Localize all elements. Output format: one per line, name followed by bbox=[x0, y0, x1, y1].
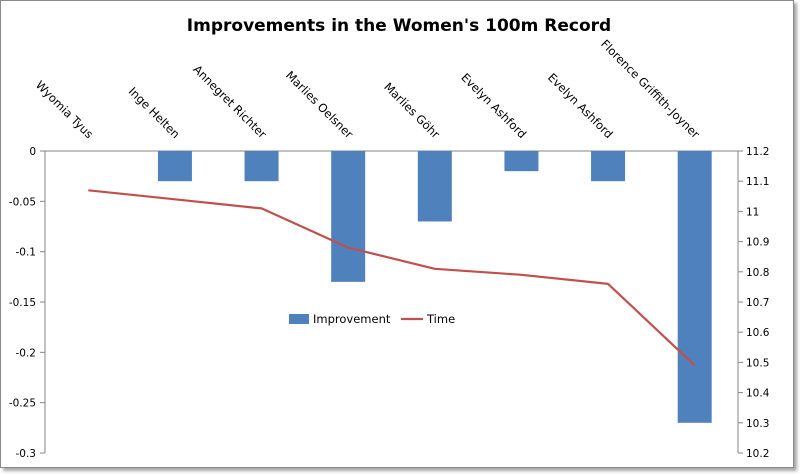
legend-improvement-swatch bbox=[289, 314, 309, 324]
right-axis-tick-label: 10.9 bbox=[746, 237, 769, 249]
category-label: Wyomia Tyus bbox=[33, 78, 96, 141]
improvement-bar bbox=[157, 151, 192, 182]
left-axis-tick-label: -0.2 bbox=[16, 347, 37, 359]
improvement-bar bbox=[591, 151, 626, 182]
right-axis-tick-label: 11.1 bbox=[746, 176, 769, 188]
category-label: Marlies Oelsner bbox=[283, 68, 356, 141]
category-label: Florence Griffith-Joyner bbox=[598, 37, 703, 142]
category-label: Evelyn Ashford bbox=[545, 70, 616, 141]
right-axis-tick-label: 10.5 bbox=[746, 357, 769, 369]
left-axis-tick-label: 0 bbox=[29, 146, 36, 158]
time-series-line bbox=[88, 189, 696, 367]
left-axis-tick-label: -0.15 bbox=[9, 297, 36, 309]
legend-time-label: Time bbox=[426, 312, 455, 326]
right-axis-tick-label: 10.7 bbox=[746, 297, 769, 309]
category-label: Evelyn Ashford bbox=[458, 70, 529, 141]
improvement-bar bbox=[331, 151, 366, 282]
improvement-bar bbox=[417, 151, 452, 222]
left-axis-tick-label: -0.25 bbox=[9, 398, 36, 410]
category-label: Marlies Göhr bbox=[381, 80, 443, 142]
legend-improvement-label: Improvement bbox=[313, 312, 391, 326]
plot-area: 0 -0.05 -0.1 -0.15 -0.2 -0.25 -0.3 11.2 11.1 11 10… bbox=[9, 37, 770, 460]
left-axis-tick-label: -0.3 bbox=[16, 448, 37, 460]
right-axis-tick-label: 11.2 bbox=[746, 146, 769, 158]
right-axis-tick-label: 10.4 bbox=[746, 388, 770, 400]
right-axis-tick-label: 10.6 bbox=[746, 327, 770, 339]
category-label: Annegret Richter bbox=[190, 62, 269, 141]
right-axis-tick-label: 10.2 bbox=[746, 448, 769, 460]
left-axis-tick-label: -0.05 bbox=[9, 196, 36, 208]
chart-frame: Improvements in the Women's 100m Record … bbox=[0, 0, 794, 468]
right-axis-tick-label: 10.3 bbox=[746, 418, 769, 430]
improvement-bar bbox=[244, 151, 279, 182]
chart-title: Improvements in the Women's 100m Record bbox=[187, 16, 611, 36]
left-axis-tick-label: -0.1 bbox=[16, 247, 37, 259]
improvement-bar bbox=[677, 151, 712, 423]
right-axis-tick-label: 11 bbox=[746, 206, 759, 218]
chart-svg: Improvements in the Women's 100m Record … bbox=[9, 16, 770, 460]
category-label: Inge Helten bbox=[126, 84, 183, 141]
right-axis-tick-label: 10.8 bbox=[746, 267, 769, 279]
improvement-bar bbox=[504, 151, 539, 172]
